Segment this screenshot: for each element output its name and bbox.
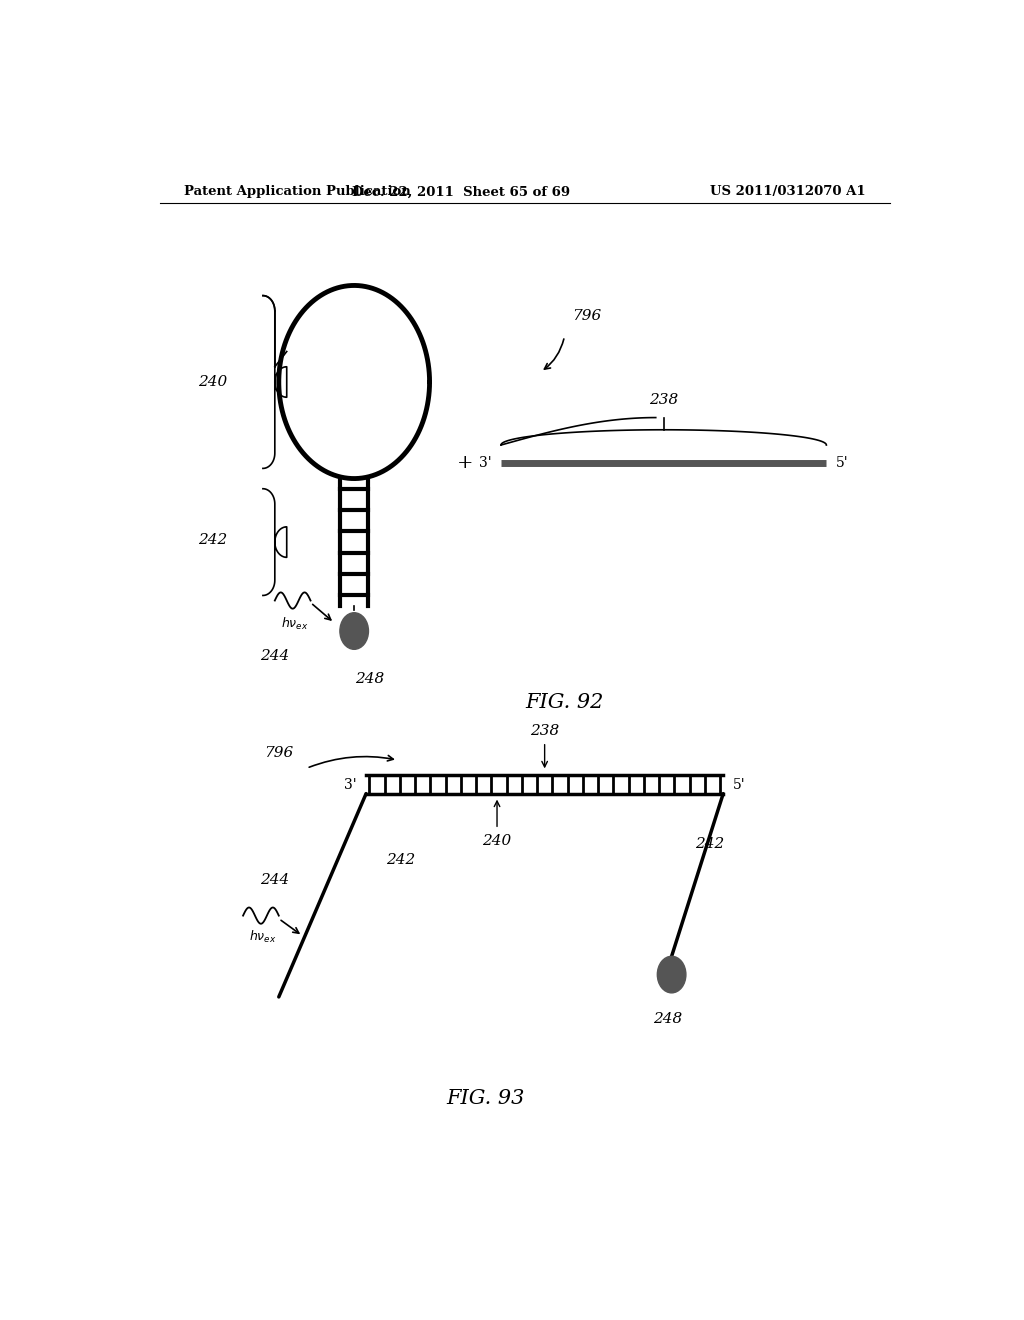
Text: 248: 248 [355,672,385,685]
Text: US 2011/0312070 A1: US 2011/0312070 A1 [711,185,866,198]
Text: 240: 240 [482,834,512,849]
Text: $h\nu_{ex}$: $h\nu_{ex}$ [281,616,308,632]
Text: 3': 3' [344,777,356,792]
Text: 796: 796 [264,746,294,760]
Circle shape [657,956,686,993]
Text: 240: 240 [198,375,227,389]
Text: 5': 5' [836,457,849,470]
Text: 242: 242 [695,837,725,851]
Text: $h\nu_{ex}$: $h\nu_{ex}$ [249,929,276,945]
Text: 3': 3' [479,457,492,470]
Text: +: + [457,454,473,473]
Text: 244: 244 [260,873,290,887]
Text: 244: 244 [260,649,290,664]
Text: 238: 238 [649,393,678,408]
Text: Patent Application Publication: Patent Application Publication [183,185,411,198]
Text: 5': 5' [733,777,745,792]
Text: 796: 796 [572,309,602,323]
Circle shape [340,612,369,649]
Text: FIG. 92: FIG. 92 [525,693,604,711]
Text: 248: 248 [653,1012,682,1026]
Text: Dec. 22, 2011  Sheet 65 of 69: Dec. 22, 2011 Sheet 65 of 69 [352,185,570,198]
Text: 242: 242 [386,853,415,867]
Text: 238: 238 [530,723,559,738]
Text: 242: 242 [198,532,227,546]
Text: FIG. 93: FIG. 93 [445,1089,524,1107]
